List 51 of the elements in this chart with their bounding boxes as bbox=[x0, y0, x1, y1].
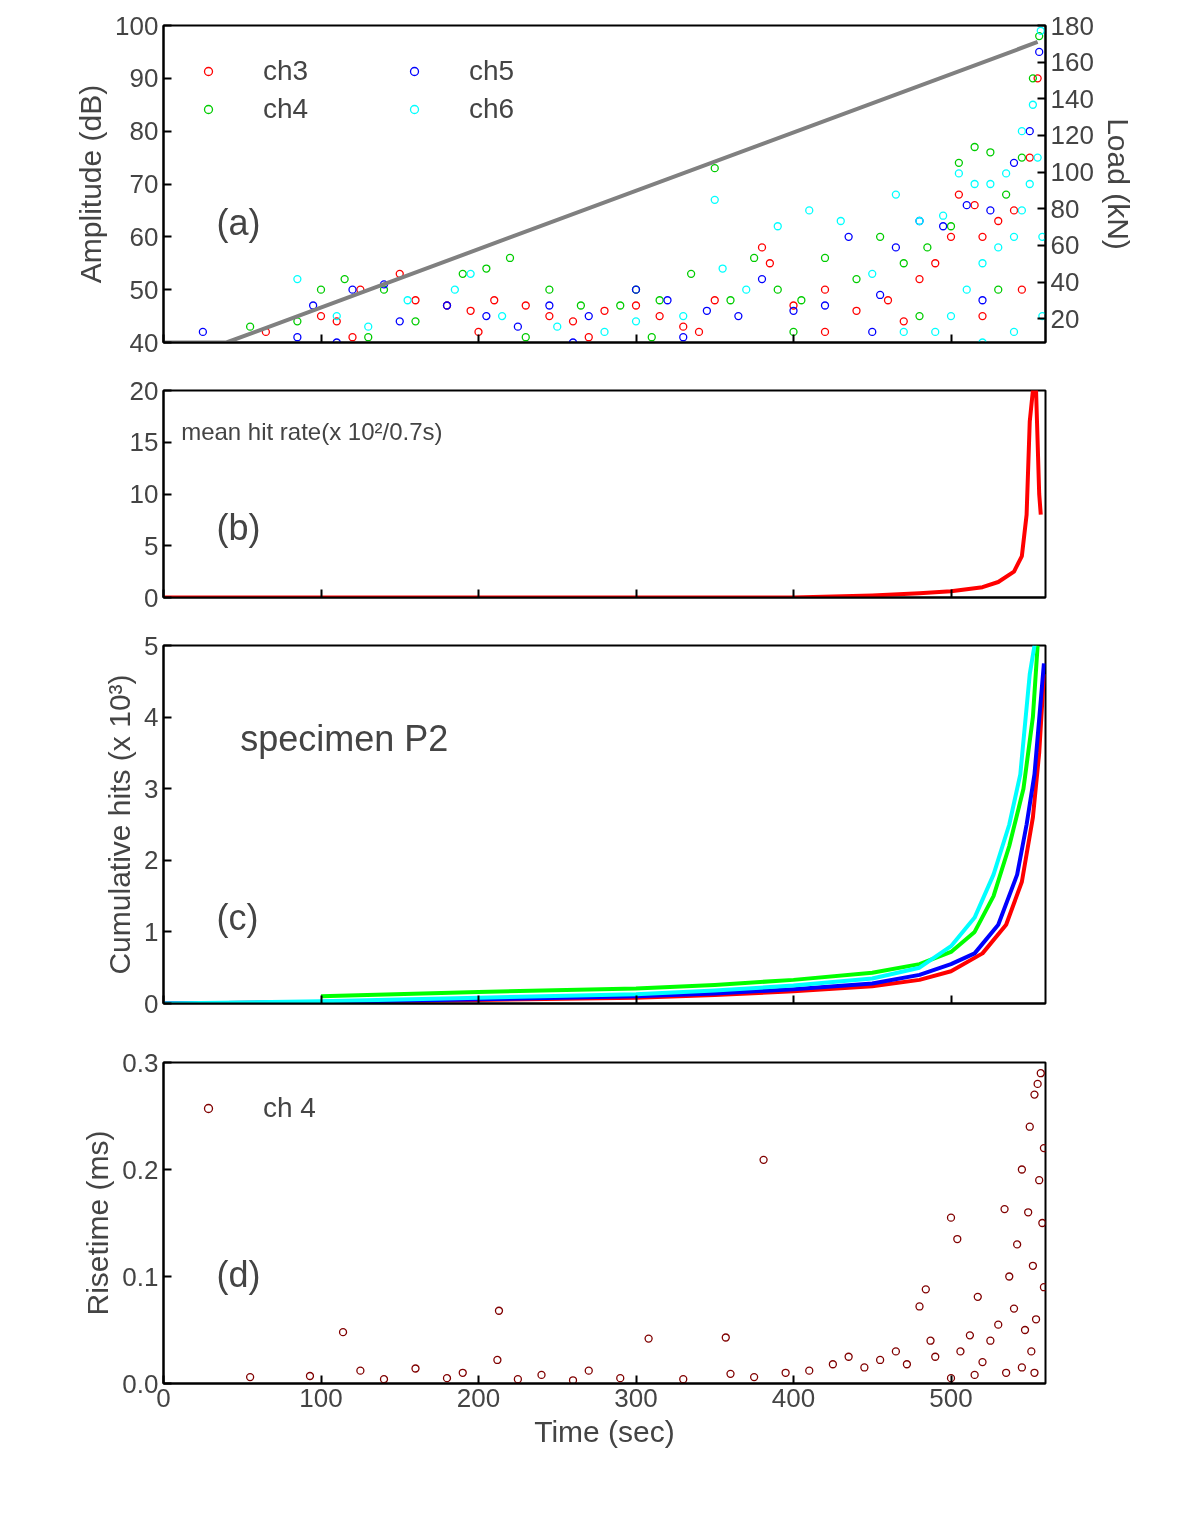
y-tick-label: 100 bbox=[115, 10, 159, 41]
annotation: (b) bbox=[216, 506, 261, 548]
y-tick-label: 0.2 bbox=[122, 1154, 159, 1185]
y-tick-label: 20 bbox=[129, 375, 159, 406]
x-tick-label: 200 bbox=[456, 1382, 501, 1413]
x-tick-label: 100 bbox=[299, 1382, 343, 1413]
annotation: (d) bbox=[216, 1253, 261, 1295]
y-tick-label: 80 bbox=[129, 116, 159, 147]
y-tick-label: 40 bbox=[129, 327, 159, 358]
y2-tick-label: 40 bbox=[1050, 267, 1080, 298]
y-tick-label: 0 bbox=[144, 582, 159, 613]
x-axis-title: Time (sec) bbox=[534, 1414, 675, 1448]
y-tick-label: 60 bbox=[129, 221, 159, 252]
x-tick-label: 300 bbox=[614, 1382, 658, 1413]
y-tick-label: 50 bbox=[129, 274, 159, 305]
y-tick-label: 5 bbox=[144, 630, 159, 661]
y-axis-title: Risetime (ms) bbox=[81, 1130, 115, 1316]
y2-tick-label: 180 bbox=[1050, 10, 1094, 41]
y-tick-label: 0 bbox=[144, 988, 159, 1019]
y-tick-label: 5 bbox=[144, 530, 159, 561]
legend-label: ch 4 bbox=[263, 1092, 317, 1124]
y-tick-label: 15 bbox=[129, 427, 159, 458]
y-tick-label: 90 bbox=[129, 63, 159, 94]
y-tick-label: 1 bbox=[144, 916, 159, 947]
y2-axis-title: Load (kN) bbox=[1101, 118, 1135, 250]
y-tick-label: 4 bbox=[144, 702, 159, 733]
y2-tick-label: 80 bbox=[1050, 193, 1080, 224]
y-tick-label: 0.3 bbox=[122, 1047, 159, 1078]
legend-label: ch5 bbox=[469, 55, 516, 87]
y-tick-label: 70 bbox=[129, 169, 159, 199]
y-tick-label: 2 bbox=[144, 845, 159, 876]
x-tick-label: 400 bbox=[771, 1382, 816, 1413]
y-tick-label: 3 bbox=[144, 773, 159, 804]
y-tick-label: 0.1 bbox=[122, 1261, 159, 1292]
legend-label: ch6 bbox=[469, 93, 516, 125]
y2-tick-label: 100 bbox=[1050, 157, 1094, 188]
legend-label: ch3 bbox=[263, 55, 310, 87]
y2-tick-label: 140 bbox=[1050, 83, 1094, 114]
y2-tick-label: 60 bbox=[1050, 230, 1080, 261]
annotation: mean hit rate(x 10²/0.7s) bbox=[181, 418, 443, 446]
annotation: specimen P2 bbox=[240, 718, 449, 760]
y-tick-label: 10 bbox=[129, 479, 159, 509]
legend-label: ch4 bbox=[263, 93, 310, 125]
y2-tick-label: 120 bbox=[1050, 120, 1094, 151]
y-axis-title: Amplitude (dB) bbox=[74, 84, 108, 284]
annotation: (c) bbox=[216, 897, 259, 939]
y2-tick-label: 160 bbox=[1050, 47, 1094, 78]
annotation: (a) bbox=[216, 201, 261, 243]
y2-tick-label: 20 bbox=[1050, 303, 1080, 334]
x-tick-label: 500 bbox=[929, 1382, 973, 1413]
y-axis-title: Cumulative hits (x 10³) bbox=[103, 674, 137, 975]
